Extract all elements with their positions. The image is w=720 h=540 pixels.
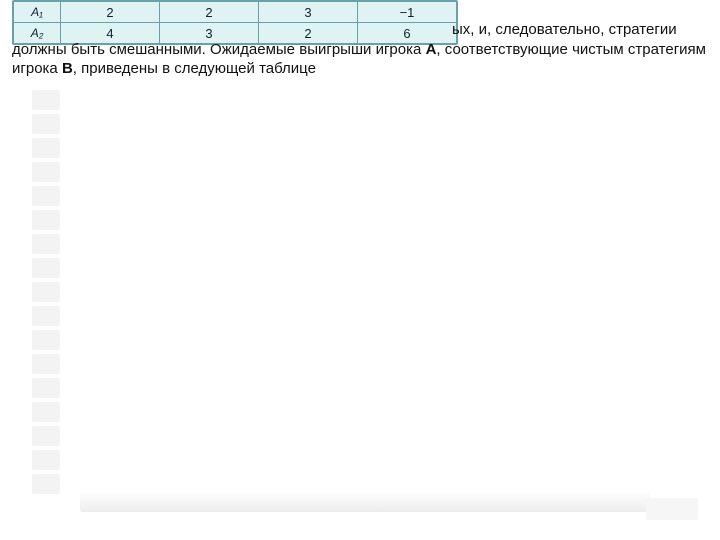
body-paragraph: ых, и, следовательно, стратегии должны б… — [12, 20, 706, 79]
decor-square — [32, 306, 60, 326]
decor-square — [32, 138, 60, 158]
decor-square — [32, 402, 60, 422]
decor-square — [32, 90, 60, 110]
decor-square — [32, 330, 60, 350]
decor-square — [32, 234, 60, 254]
corner-tag — [646, 498, 698, 520]
player-a-label: A — [426, 41, 437, 58]
side-decor — [32, 90, 72, 498]
bottom-shade — [80, 490, 650, 512]
text-fragment: , приведены в следующей таблице — [73, 60, 316, 77]
decor-square — [32, 282, 60, 302]
decor-square — [32, 162, 60, 182]
decor-square — [32, 114, 60, 134]
player-b-label: B — [62, 60, 73, 77]
text-fragment: ых, и, следовательно, стратегии — [452, 21, 677, 38]
decor-square — [32, 354, 60, 374]
text-fragment: должны быть смешанными. Ожидаемые выигры… — [12, 41, 426, 58]
decor-square — [32, 450, 60, 470]
decor-square — [32, 210, 60, 230]
decor-square — [32, 378, 60, 398]
decor-square — [32, 426, 60, 446]
decor-square — [32, 474, 60, 494]
decor-square — [32, 186, 60, 206]
decor-square — [32, 258, 60, 278]
